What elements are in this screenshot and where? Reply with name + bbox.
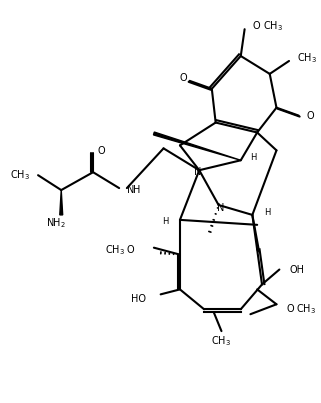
Text: O: O [179,73,187,83]
Text: CH$_3$: CH$_3$ [212,334,231,348]
Text: O: O [98,146,106,156]
Text: N: N [127,185,134,195]
Text: O: O [307,110,314,120]
Text: OH: OH [289,264,304,274]
Text: CH$_3$: CH$_3$ [297,51,317,65]
Text: HO: HO [131,294,146,304]
Text: N: N [194,167,201,177]
Text: O: O [252,21,260,31]
Text: CH$_3$: CH$_3$ [10,168,30,182]
Text: O: O [286,304,294,314]
Text: O: O [127,245,134,255]
Text: CH$_3$: CH$_3$ [263,19,283,33]
Text: H: H [250,153,257,162]
Text: H: H [133,185,140,195]
Text: NH$_2$: NH$_2$ [47,216,66,230]
Text: H: H [162,217,169,226]
Text: CH$_3$: CH$_3$ [105,243,125,257]
Polygon shape [60,190,63,215]
Text: CH$_3$: CH$_3$ [296,302,316,316]
Text: H: H [264,208,270,218]
Polygon shape [153,132,241,160]
Text: N: N [217,203,224,213]
